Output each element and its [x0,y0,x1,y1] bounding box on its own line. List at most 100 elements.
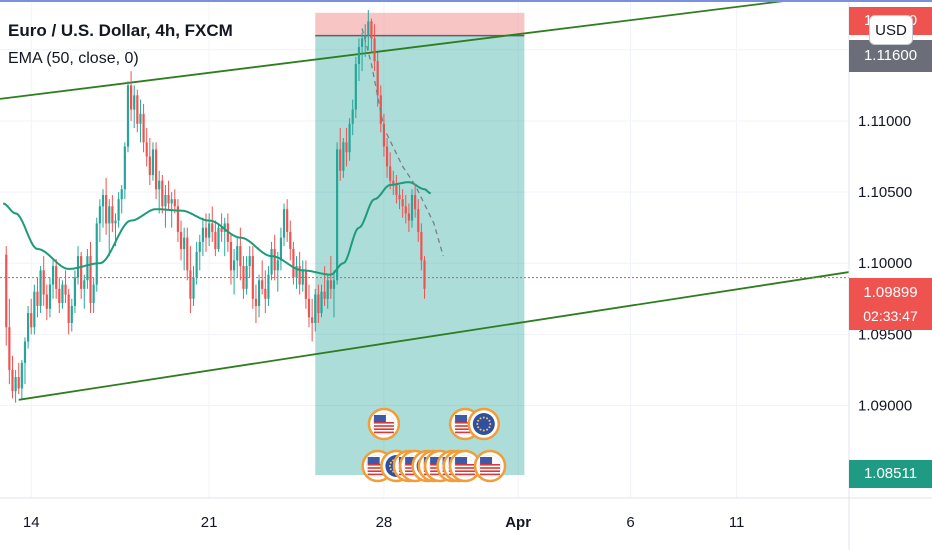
candle [301,260,304,292]
candle [298,251,301,295]
candle-body [92,284,95,304]
candle [348,118,351,161]
candle [33,284,36,335]
candle [214,220,217,257]
candle-body [332,280,336,289]
candle [267,266,270,306]
candle-body [286,209,289,232]
candle-body [161,180,164,207]
stop-loss-zone [315,12,525,36]
candle [120,184,123,214]
candle [154,142,158,200]
candle [351,99,354,136]
candle-body [307,298,311,318]
flag-star [479,428,482,431]
candle-body [404,206,407,214]
candle [326,274,329,309]
candle-body [17,377,20,389]
candle-body [164,194,167,207]
flag-star [389,468,392,471]
candle [357,38,361,82]
ema-legend-label[interactable]: EMA (50, close, 0) [8,50,139,67]
candle [45,284,48,321]
candle-body [23,341,27,363]
candle-body [86,256,89,281]
symbol-title[interactable]: Euro / U.S. Dollar, 4h, FXCM [8,21,233,40]
candle-body [301,270,304,285]
price-tick-label: 1.09000 [858,398,912,415]
candle-body [30,313,33,328]
candle-body [73,277,77,306]
candle-body [267,274,270,299]
candle [248,246,251,278]
time-tick-label: 21 [201,514,218,531]
flag-star [479,417,482,420]
current-price-label: 1.09899 02:33:47 [849,278,932,330]
candle [304,260,307,309]
candle [198,234,201,271]
candle-body [204,227,208,238]
candle [370,18,373,53]
candle-body [105,194,108,224]
candle-body [51,266,55,285]
currency-button[interactable]: USD [869,15,913,45]
candle-body [385,146,389,167]
candle [39,266,42,314]
candle-body [264,288,267,299]
candle [64,270,67,304]
candle-body [95,223,98,285]
candle [307,284,311,328]
candle-body [329,280,332,289]
us-flag-icon [473,449,507,483]
candle-body [167,194,170,204]
candle [211,206,214,242]
candle [329,256,332,299]
flag-stripe [373,431,394,434]
flag-stripe [373,425,394,427]
candle-body [417,209,420,232]
flag-canton [455,415,468,422]
candle-body [123,146,126,190]
candle-body [158,180,161,190]
candle-body [173,199,176,207]
candle-body [223,223,226,232]
ema-line [2,181,432,276]
candle [101,189,105,228]
candle [176,199,180,242]
time-tick-label: Apr [505,514,531,531]
flag-canton [455,457,468,464]
candle [392,170,395,195]
candle [407,203,410,232]
candle-body [186,237,189,271]
candle-body [64,284,67,295]
candle-body [242,266,245,289]
flag-canton [373,415,386,422]
us-flag-icon [367,407,401,441]
price-tick-label: 1.10500 [858,184,912,201]
candle [89,241,92,314]
candle-body [326,280,329,299]
candle-body [245,266,248,289]
entry-price-label: 1.11600 [849,40,932,72]
candle-body [398,194,401,200]
candle-body [220,227,223,232]
price-tick-label: 1.10000 [858,255,912,272]
candle [92,277,95,314]
candle-body [130,85,133,110]
candle-body [98,206,101,224]
candle-body [11,369,14,392]
candle-body [392,180,395,185]
candle-body [323,291,326,299]
flag-stripe [480,467,501,469]
flag-canton [480,457,493,464]
candle-body [273,249,276,271]
candle-body [342,142,345,171]
candle-body [395,184,398,195]
flag-star [482,416,485,419]
candle-body [276,260,279,271]
candle-body [298,266,301,285]
candle [336,142,339,285]
candle [382,113,386,157]
flag-canton [405,457,418,464]
